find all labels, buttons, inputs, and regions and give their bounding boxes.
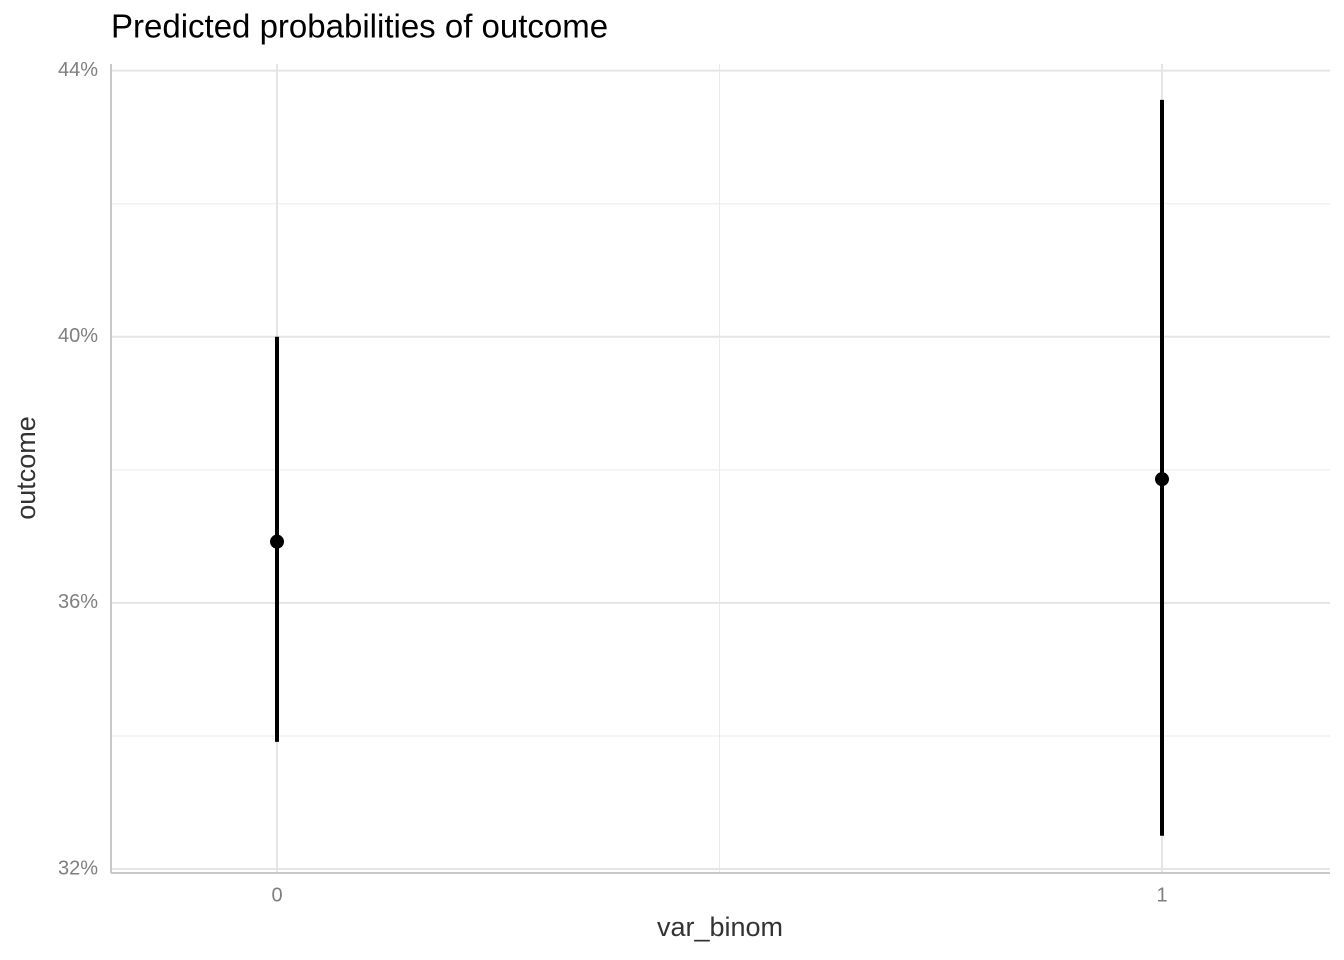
y-tick-label: 40%: [58, 325, 98, 347]
y-tick-label: 44%: [58, 59, 98, 81]
chart-title: Predicted probabilities of outcome: [111, 8, 608, 45]
y-tick-label: 36%: [58, 591, 98, 613]
y-tick-label: 32%: [58, 857, 98, 879]
point: [270, 534, 284, 549]
x-tick-label: 0: [271, 884, 282, 906]
x-tick-label: 1: [1156, 884, 1167, 906]
x-axis-title: var_binom: [657, 912, 783, 942]
point: [1155, 472, 1169, 487]
y-axis-title: outcome: [11, 416, 41, 520]
